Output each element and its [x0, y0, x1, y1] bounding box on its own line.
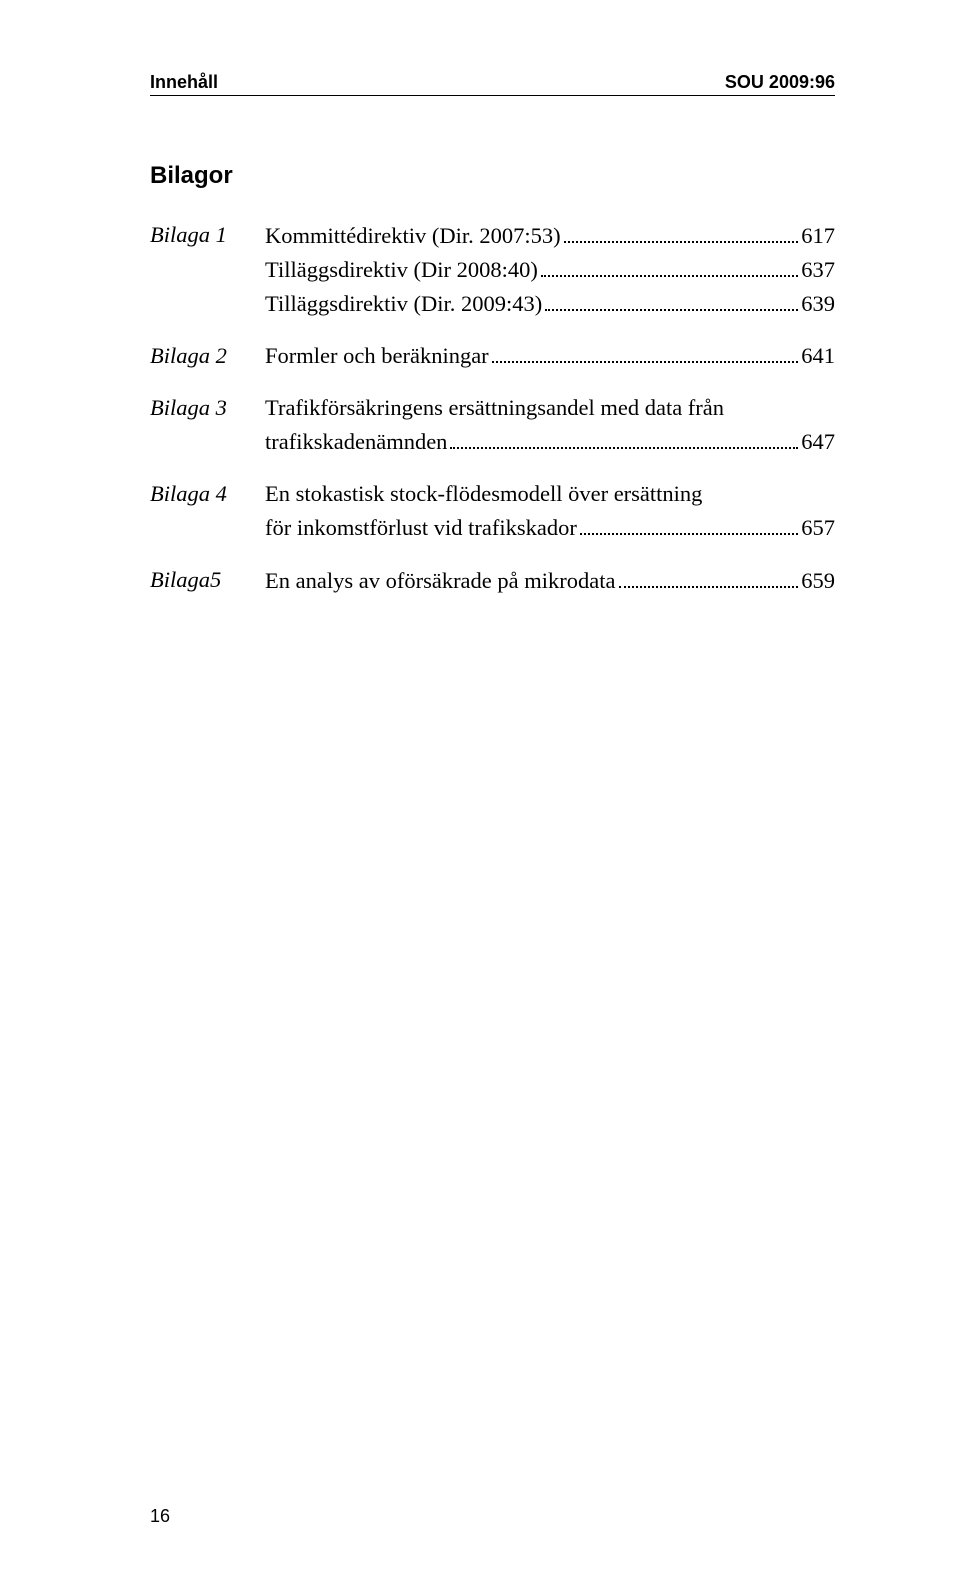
toc-text: Formler och beräkningar [265, 339, 489, 373]
leader-dots [545, 287, 798, 312]
header-left: Innehåll [150, 72, 218, 93]
entry-label: Bilaga 2 [150, 339, 265, 373]
toc-text: En analys av oförsäkrade på mikrodata [265, 564, 616, 598]
section-title: Bilagor [150, 162, 835, 190]
toc-text: Tilläggsdirektiv (Dir 2008:40) [265, 253, 538, 287]
toc-text: för inkomstförlust vid trafikskador [265, 511, 577, 545]
toc-text: Kommittédirektiv (Dir. 2007:53) [265, 219, 561, 253]
toc-line: för inkomstförlust vid trafikskador 657 [265, 511, 835, 545]
toc-text: Tilläggsdirektiv (Dir. 2009:43) [265, 287, 542, 321]
toc-page: 617 [801, 219, 835, 253]
toc-page: 637 [801, 253, 835, 287]
toc-page: 647 [801, 425, 835, 459]
toc-page: 659 [801, 564, 835, 598]
toc-text: trafikskadenämnden [265, 425, 447, 459]
toc-page: 657 [801, 511, 835, 545]
leader-dots [492, 339, 799, 364]
toc-entry: Bilaga 4 En stokastisk stock-flödesmodel… [150, 477, 835, 545]
running-header: Innehåll SOU 2009:96 [150, 72, 835, 93]
header-rule [150, 95, 835, 96]
toc-entry: Bilaga5 En analys av oförsäkrade på mikr… [150, 563, 835, 597]
leader-dots [564, 218, 799, 243]
toc-page: 641 [801, 339, 835, 373]
toc-text-wrap: En stokastisk stock-flödesmodell över er… [265, 477, 835, 511]
toc-text-wrap: Trafikförsäkringens ersättningsandel med… [265, 391, 835, 425]
leader-dots [541, 252, 798, 277]
toc-entry: Bilaga 2 Formler och beräkningar 641 [150, 339, 835, 373]
toc-page: 639 [801, 287, 835, 321]
toc-entry: Bilaga 3 Trafikförsäkringens ersättnings… [150, 391, 835, 459]
toc-line: Formler och beräkningar 641 [265, 339, 835, 373]
page-number: 16 [150, 1506, 170, 1527]
leader-dots [580, 511, 798, 536]
toc-line: trafikskadenämnden 647 [265, 425, 835, 459]
toc-line: Tilläggsdirektiv (Dir 2008:40) 637 [265, 252, 835, 286]
leader-dots [450, 425, 798, 450]
leader-dots [619, 563, 799, 588]
toc-line: En analys av oförsäkrade på mikrodata 65… [265, 563, 835, 597]
entry-label: Bilaga5 [150, 563, 265, 597]
page-container: Innehåll SOU 2009:96 Bilagor Bilaga 1 Ko… [0, 0, 960, 1595]
entry-label: Bilaga 3 [150, 391, 265, 425]
entry-label: Bilaga 1 [150, 218, 265, 252]
toc-line: Kommittédirektiv (Dir. 2007:53) 617 [265, 218, 835, 252]
entry-label: Bilaga 4 [150, 477, 265, 511]
header-right: SOU 2009:96 [725, 72, 835, 93]
toc-entry: Bilaga 1 Kommittédirektiv (Dir. 2007:53)… [150, 218, 835, 321]
toc-line: Tilläggsdirektiv (Dir. 2009:43) 639 [265, 287, 835, 321]
